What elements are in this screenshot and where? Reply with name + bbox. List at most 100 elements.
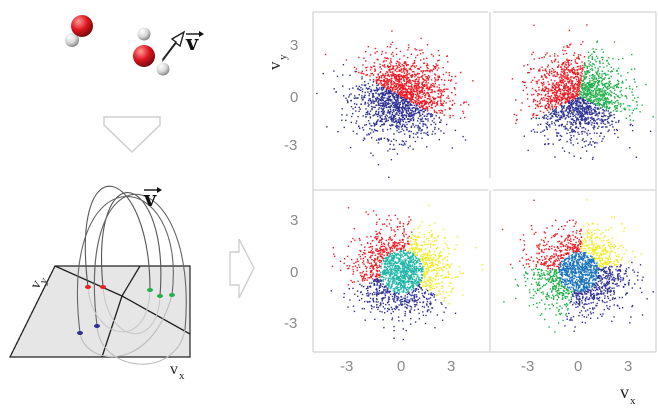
scatter-dot xyxy=(394,234,397,236)
scatter-dot xyxy=(416,282,418,284)
scatter-dot xyxy=(440,89,443,91)
scatter-dot xyxy=(585,150,588,152)
scatter-dot xyxy=(448,72,450,74)
scatter-dot xyxy=(570,99,573,102)
scatter-dot xyxy=(367,102,369,104)
scatter-dot xyxy=(583,78,586,80)
scatter-dot xyxy=(404,271,406,273)
scatter-dot xyxy=(379,98,382,101)
scatter-dot xyxy=(629,105,631,107)
scatter-dot xyxy=(400,288,402,291)
scatter-dot xyxy=(418,86,420,88)
scatter-dot xyxy=(398,128,400,130)
scatter-dot xyxy=(391,94,393,96)
scatter-dot xyxy=(559,118,561,121)
scatter-dot xyxy=(362,129,365,131)
scatter-dot xyxy=(385,57,388,60)
scatter-dot xyxy=(440,104,442,106)
scatter-dot xyxy=(386,259,389,261)
scatter-dot xyxy=(533,99,535,101)
scatter-dot xyxy=(360,72,363,74)
scatter-dot xyxy=(422,106,424,108)
scatter-dot xyxy=(365,74,367,76)
scatter-dot xyxy=(645,83,647,86)
scatter-dot xyxy=(369,110,372,112)
scatter-dot xyxy=(605,104,608,106)
scatter-dot xyxy=(381,263,383,265)
scatter-dot xyxy=(389,248,392,251)
scatter-dot xyxy=(375,99,377,101)
scatter-dot xyxy=(577,57,579,59)
scatter-dot xyxy=(397,110,399,112)
scatter-dot xyxy=(392,83,395,85)
scatter-dot xyxy=(554,111,556,113)
scatter-dot xyxy=(402,103,404,105)
scatter-dot xyxy=(377,74,379,76)
scatter-dot xyxy=(433,66,436,68)
scatter-dot xyxy=(462,272,464,274)
scatter-dot xyxy=(546,127,548,129)
scatter-dot xyxy=(378,276,380,278)
scatter-dot xyxy=(588,91,590,93)
scatter-dot xyxy=(429,257,432,259)
scatter-dot xyxy=(578,107,580,109)
scatter-dot xyxy=(403,114,406,116)
scatter-dot xyxy=(598,125,600,128)
scatter-dot xyxy=(580,79,582,81)
scatter-dot xyxy=(390,74,393,77)
scatter-dot xyxy=(393,266,396,268)
scatter-dot xyxy=(434,78,437,81)
scatter-dot xyxy=(392,148,394,151)
scatter-dot xyxy=(363,277,365,280)
scatter-dot xyxy=(395,305,397,307)
scatter-dot xyxy=(388,296,390,298)
scatter-dot xyxy=(432,287,434,290)
scatter-dot xyxy=(378,139,380,141)
scatter-dot xyxy=(597,69,599,72)
scatter-dot xyxy=(558,98,560,101)
scatter-dot xyxy=(421,279,423,281)
scatter-dot xyxy=(408,93,410,96)
scatter-dot xyxy=(407,305,409,307)
scatter-dot xyxy=(372,272,374,275)
scatter-dot xyxy=(367,277,369,279)
scatter-dot xyxy=(577,142,579,144)
scatter-dot xyxy=(434,73,436,75)
scatter-dot xyxy=(375,237,377,240)
scatter-dot xyxy=(614,101,617,103)
scatter-dot xyxy=(543,135,546,137)
scatter-dot xyxy=(596,132,598,134)
scatter-dot xyxy=(379,279,382,281)
scatter-dot xyxy=(394,214,396,216)
scatter-dot xyxy=(631,91,633,93)
scatter-dot xyxy=(410,308,412,310)
scatter-dot xyxy=(422,74,424,76)
scatter-dot xyxy=(557,61,559,63)
scatter-dot xyxy=(429,95,431,98)
scatter-dot xyxy=(408,130,411,132)
scatter-dot xyxy=(429,302,431,305)
scatter-dot xyxy=(611,103,614,105)
scatter-dot xyxy=(427,70,429,72)
scatter-dot xyxy=(448,107,451,109)
scatter-dot xyxy=(619,91,621,93)
scatter-dot xyxy=(568,102,570,104)
scatter-dot xyxy=(354,239,356,241)
scatter-dot xyxy=(439,112,441,114)
scatter-dot xyxy=(399,106,401,108)
scatter-dot xyxy=(427,268,430,271)
scatter-dot xyxy=(582,89,584,91)
scatter-dot xyxy=(367,46,369,48)
scatter-dot xyxy=(636,86,638,88)
scatter-dot xyxy=(585,93,587,96)
scatter-dot xyxy=(426,107,429,109)
scatter-dot xyxy=(604,85,606,87)
scatter-dot xyxy=(539,70,541,72)
scatter-dot xyxy=(606,86,608,88)
scatter-dot xyxy=(352,130,355,132)
scatter-dot xyxy=(559,76,562,78)
scatter-dot xyxy=(584,113,587,115)
scatter-dot xyxy=(416,248,418,250)
scatter-dot xyxy=(523,84,526,87)
scatter-dot xyxy=(432,96,434,98)
